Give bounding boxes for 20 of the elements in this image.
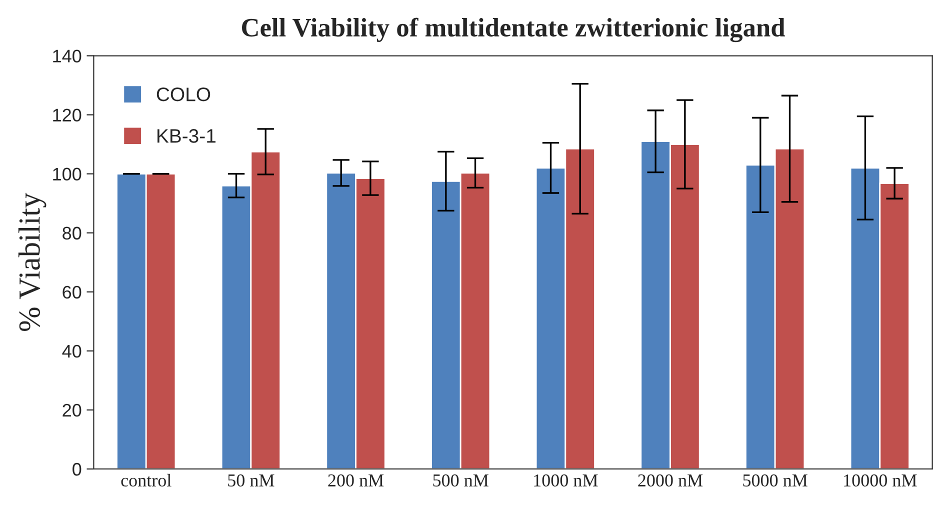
y-tick-label: 0: [72, 462, 82, 476]
legend-label: KB-3-1: [158, 129, 216, 143]
chart-title: Cell Viability of multidentate zwitterionic ligand: [242, 18, 786, 42]
y-tick-label: 20: [62, 404, 82, 417]
x-tick-label: control: [121, 474, 172, 487]
y-tick-label: 120: [53, 108, 82, 122]
x-tick-label: 50 nM: [228, 474, 274, 487]
y-axis-title: % Viability: [18, 192, 46, 332]
y-tick-label: 100: [53, 168, 82, 181]
x-tick-label: 200 nM: [328, 474, 384, 487]
y-tick-label: 40: [62, 344, 82, 358]
x-tick-label: 1000 nM: [534, 474, 598, 487]
x-tick-label: 5000 nM: [743, 474, 808, 487]
x-tick-label: 2000 nM: [638, 474, 703, 487]
y-tick-label: 60: [62, 286, 82, 299]
legend-label: COLO: [156, 88, 210, 102]
x-tick-label: 500 nM: [433, 474, 488, 487]
y-tick-label: 140: [53, 50, 82, 62]
y-tick-label: 80: [62, 226, 82, 240]
x-tick-label: 10000 nM: [844, 474, 917, 487]
